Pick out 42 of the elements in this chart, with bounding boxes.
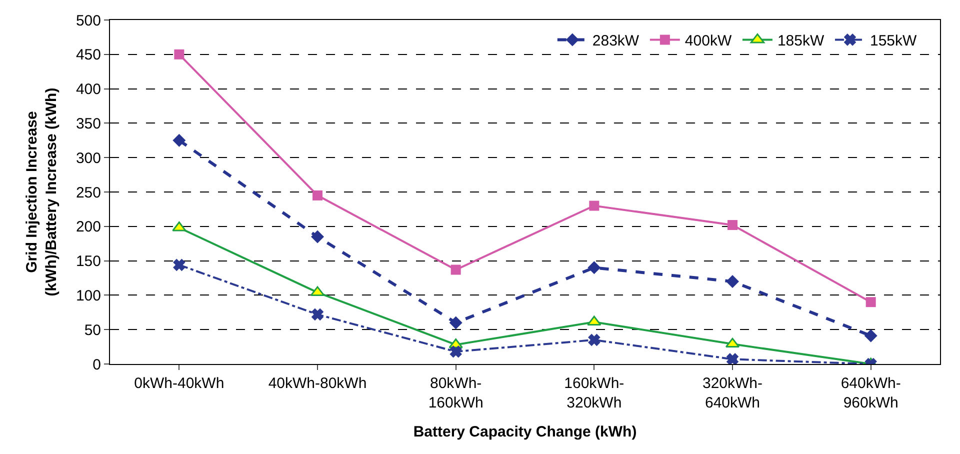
legend-label: 185kW — [777, 32, 825, 50]
point — [311, 230, 324, 244]
point — [312, 190, 322, 200]
y-tick-label: 300 — [76, 150, 101, 167]
y-tick-label: 500 — [76, 12, 101, 30]
y-axis-title: Grid Injection Increase (kWh)/Battery Increase (kWh) — [24, 88, 60, 296]
legend-label: 283kW — [592, 32, 640, 50]
y-tick-label: 50 — [84, 322, 101, 339]
x-tick-label: 320kWh- 640kWh — [702, 375, 763, 412]
x-tick-label: 640kWh- 960kWh — [840, 375, 901, 412]
x-tick-label: 160kWh- 320kWh — [564, 375, 624, 412]
y-tick-label: 100 — [76, 287, 101, 304]
point — [173, 259, 186, 271]
legend-label: 400kW — [684, 32, 732, 50]
y-tick-label: 150 — [76, 253, 101, 270]
y-tick-label: 400 — [76, 81, 101, 98]
y-tick-label: 200 — [76, 218, 101, 236]
legend-label: 155kW — [870, 32, 918, 50]
point — [588, 261, 601, 274]
point — [174, 49, 184, 60]
point — [587, 316, 602, 326]
x-tick-label: 40kWh-80kWh — [268, 375, 367, 392]
point — [588, 334, 600, 346]
point — [866, 297, 876, 308]
point — [726, 274, 739, 288]
point — [450, 264, 461, 275]
x-axis-title: Battery Capacity Change (kWh) — [413, 424, 637, 440]
point — [312, 308, 324, 320]
point — [728, 220, 738, 230]
point — [725, 338, 740, 348]
y-tick-label: 0 — [92, 356, 101, 374]
y-tick-label: 450 — [76, 46, 101, 64]
point — [589, 200, 600, 211]
point — [864, 329, 878, 342]
x-tick-label: 0kWh-40kWh — [134, 375, 224, 392]
point — [450, 346, 462, 358]
x-tick-label: 80kWh- 160kWh — [428, 375, 484, 412]
point — [726, 353, 738, 364]
y-tick-label: 350 — [76, 115, 101, 132]
y-tick-label: 250 — [76, 184, 101, 202]
point — [449, 316, 462, 330]
point — [172, 134, 186, 147]
